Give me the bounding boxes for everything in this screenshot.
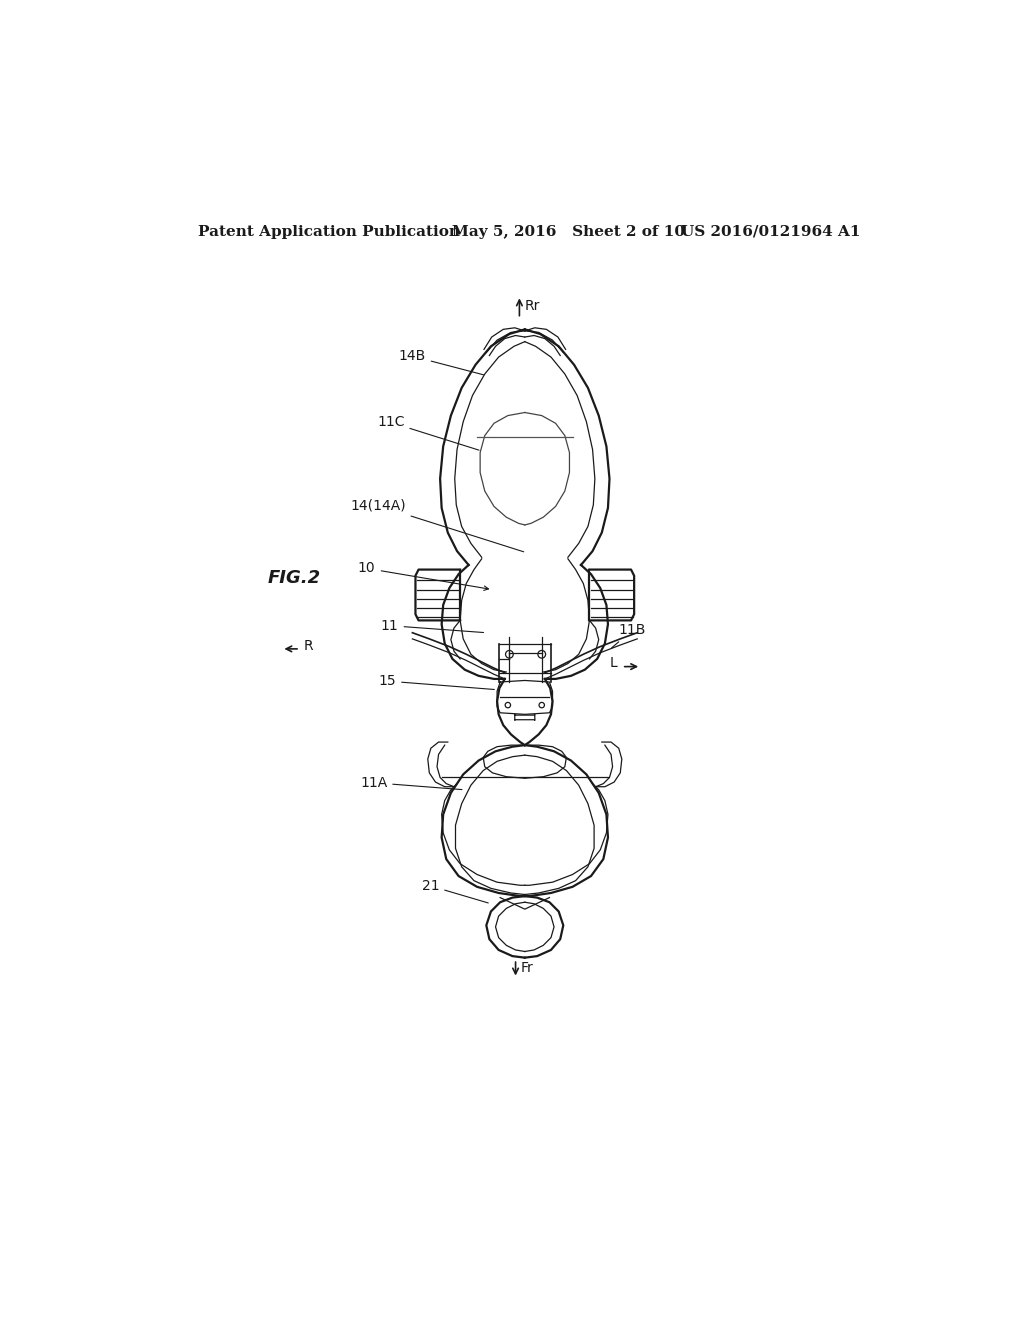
Text: 14B: 14B [398,350,483,375]
Text: FIG.2: FIG.2 [267,569,321,587]
Text: US 2016/0121964 A1: US 2016/0121964 A1 [681,224,860,239]
Text: Patent Application Publication: Patent Application Publication [199,224,461,239]
Text: 11: 11 [381,619,483,632]
Text: 11A: 11A [360,776,462,789]
Text: Rr: Rr [524,300,541,313]
Text: L: L [609,656,617,669]
Text: Fr: Fr [521,961,534,975]
Text: R: R [304,639,313,653]
Text: 10: 10 [357,561,376,576]
Text: 11B: 11B [611,623,646,648]
Text: 14(14A): 14(14A) [350,499,523,552]
Text: 11C: 11C [377,416,479,450]
Text: 15: 15 [379,675,495,689]
Text: May 5, 2016   Sheet 2 of 10: May 5, 2016 Sheet 2 of 10 [453,224,685,239]
Text: 21: 21 [422,879,488,903]
